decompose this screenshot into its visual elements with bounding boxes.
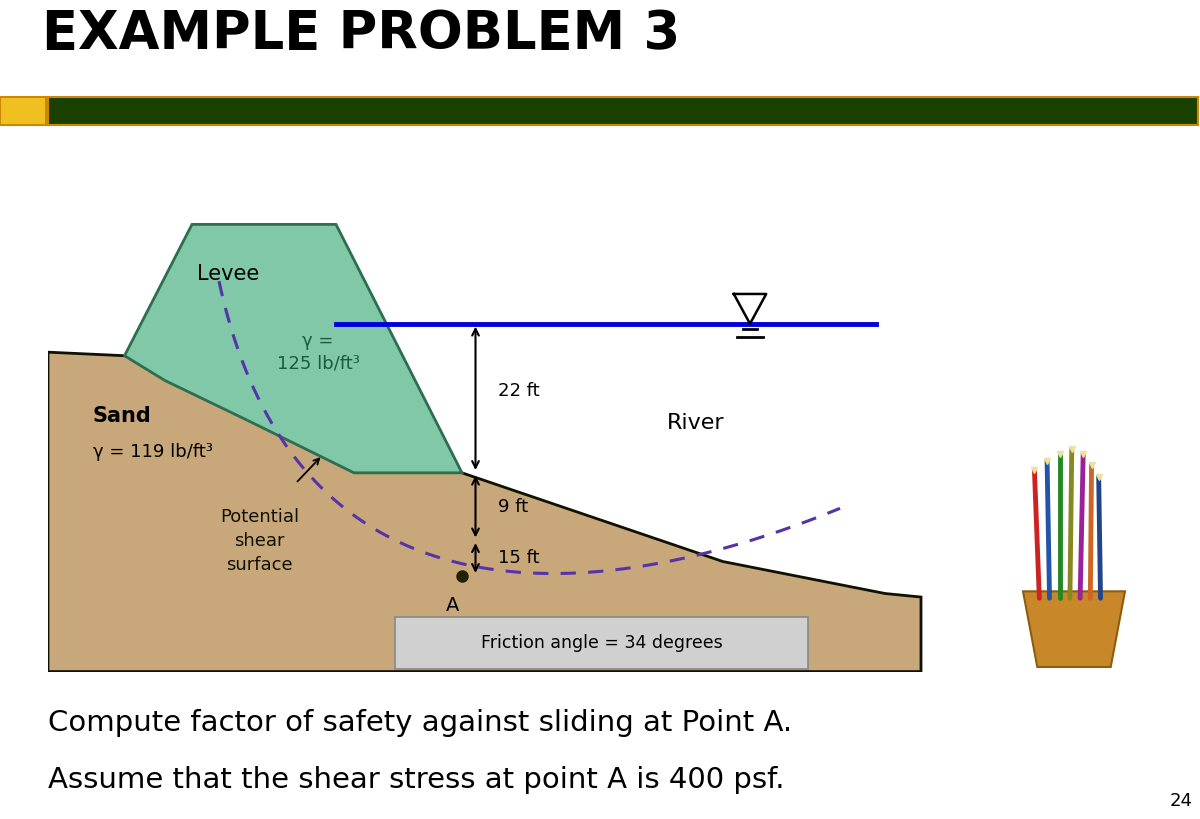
Text: 22 ft: 22 ft (498, 382, 540, 400)
Text: 15 ft: 15 ft (498, 549, 540, 567)
Text: A: A (446, 595, 460, 614)
Text: Sand: Sand (94, 406, 151, 426)
Text: 9 ft: 9 ft (498, 498, 528, 515)
Text: Compute factor of safety against sliding at Point A.: Compute factor of safety against sliding… (48, 709, 792, 737)
Text: River: River (667, 413, 725, 433)
Text: γ = 119 lb/ft³: γ = 119 lb/ft³ (94, 442, 212, 460)
Bar (0, 97, 46, 125)
Text: Friction angle = 34 degrees: Friction angle = 34 degrees (481, 634, 722, 652)
Text: Potential
shear
surface: Potential shear surface (220, 509, 299, 573)
Polygon shape (48, 352, 922, 672)
Text: γ =
125 lb/ft³: γ = 125 lb/ft³ (276, 332, 360, 373)
Polygon shape (1024, 591, 1126, 667)
FancyBboxPatch shape (396, 617, 808, 669)
Polygon shape (125, 224, 462, 473)
Text: Assume that the shear stress at point A is 400 psf.: Assume that the shear stress at point A … (48, 767, 785, 794)
Text: EXAMPLE PROBLEM 3: EXAMPLE PROBLEM 3 (42, 8, 680, 61)
Text: 24: 24 (1170, 792, 1193, 809)
Text: Levee: Levee (197, 264, 259, 284)
